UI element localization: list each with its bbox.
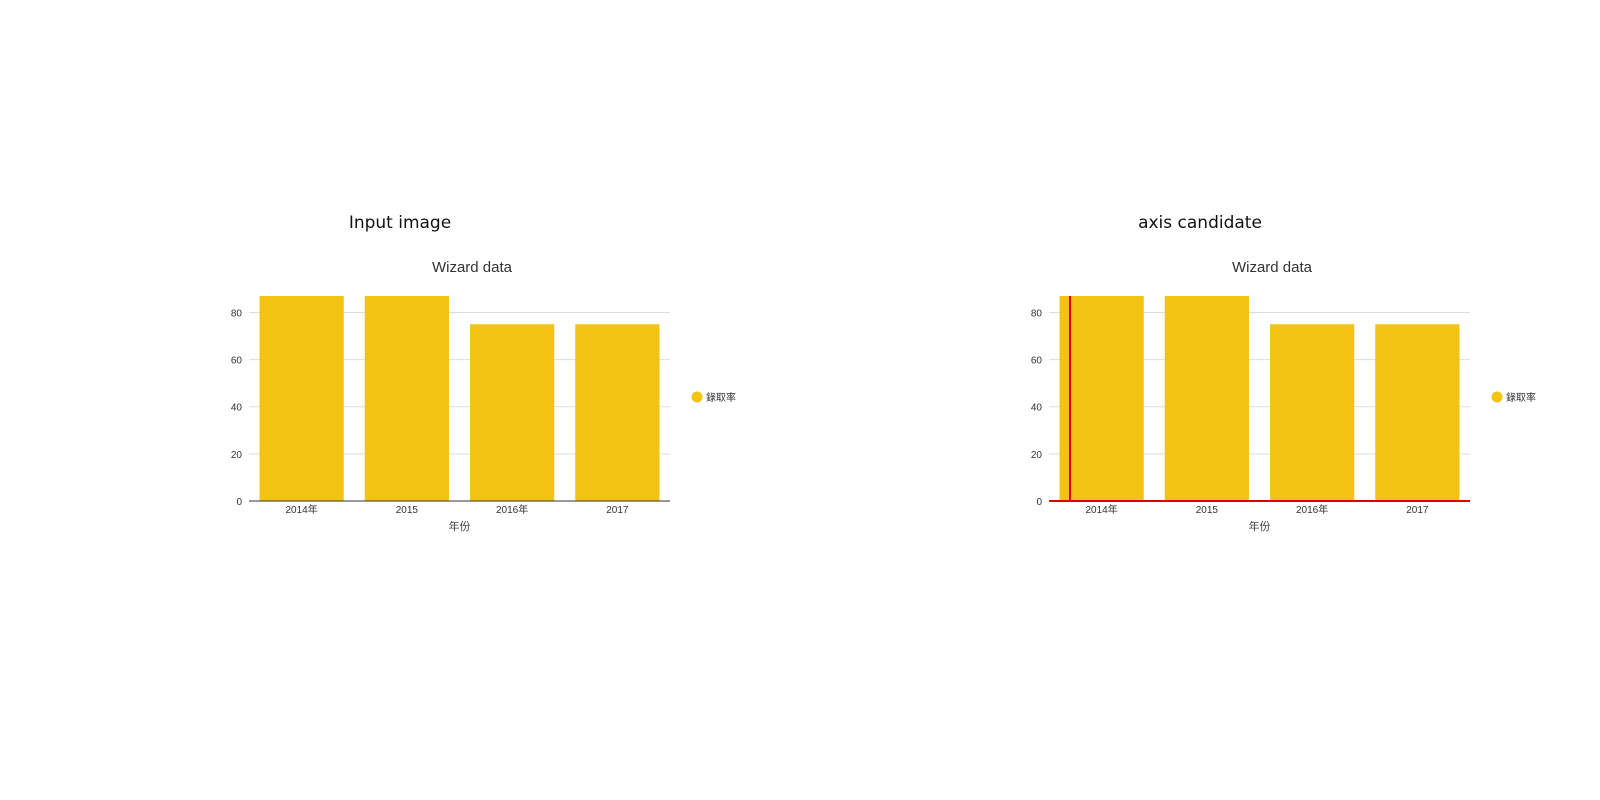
bar bbox=[1059, 296, 1144, 501]
x-tick-label: 2014年 bbox=[286, 503, 318, 516]
y-tick-label: 0 bbox=[236, 497, 242, 508]
bar bbox=[1375, 324, 1460, 501]
panel-heading: axis candidate bbox=[1138, 213, 1262, 233]
y-tick-label: 80 bbox=[231, 308, 243, 319]
legend-swatch bbox=[691, 391, 703, 403]
x-tick-label: 2017 bbox=[606, 505, 629, 516]
x-tick-label: 2017 bbox=[1406, 505, 1429, 516]
x-axis-label: 年份 bbox=[1249, 519, 1271, 533]
y-tick-label: 60 bbox=[1031, 356, 1043, 367]
chart-title: Wizard data bbox=[1232, 259, 1313, 276]
bar-chart: Wizard data 0 20 40 60 80 2014年 2015 2016年 2017 年份… bbox=[231, 259, 736, 533]
panel-heading: Input image bbox=[348, 213, 452, 233]
x-tick-label: 2016年 bbox=[1296, 503, 1328, 516]
bar bbox=[1164, 296, 1249, 501]
bar bbox=[259, 296, 344, 501]
bar bbox=[575, 324, 660, 501]
y-tick-label: 80 bbox=[1031, 308, 1043, 319]
bar bbox=[470, 324, 555, 501]
y-tick-label: 40 bbox=[1031, 403, 1043, 414]
bar-chart: Wizard data 0 20 40 60 80 2014年 2015 2016年 2017 年份… bbox=[1031, 259, 1536, 533]
chart-title: Wizard data bbox=[432, 259, 513, 276]
bar bbox=[1270, 324, 1355, 501]
panel-axis-candidate: axis candidate Wizard data 0 20 40 60 80 2014年… bbox=[800, 0, 1600, 800]
y-tick-label: 20 bbox=[1031, 450, 1043, 461]
y-tick-label: 20 bbox=[231, 450, 243, 461]
legend-label: 錄取率 bbox=[706, 391, 736, 404]
legend-swatch bbox=[1491, 391, 1503, 403]
y-tick-label: 60 bbox=[231, 356, 243, 367]
x-tick-label: 2015 bbox=[396, 505, 419, 516]
x-tick-label: 2015 bbox=[1196, 505, 1219, 516]
bar bbox=[364, 296, 449, 501]
y-tick-label: 0 bbox=[1036, 497, 1042, 508]
x-axis-label: 年份 bbox=[449, 519, 471, 533]
x-tick-label: 2014年 bbox=[1086, 503, 1118, 516]
panel-input-image: Input image Wizard data 0 20 40 60 80 2014年 201… bbox=[231, 213, 736, 533]
legend-label: 錄取率 bbox=[1506, 391, 1536, 404]
x-tick-label: 2016年 bbox=[496, 503, 528, 516]
y-tick-label: 40 bbox=[231, 403, 243, 414]
